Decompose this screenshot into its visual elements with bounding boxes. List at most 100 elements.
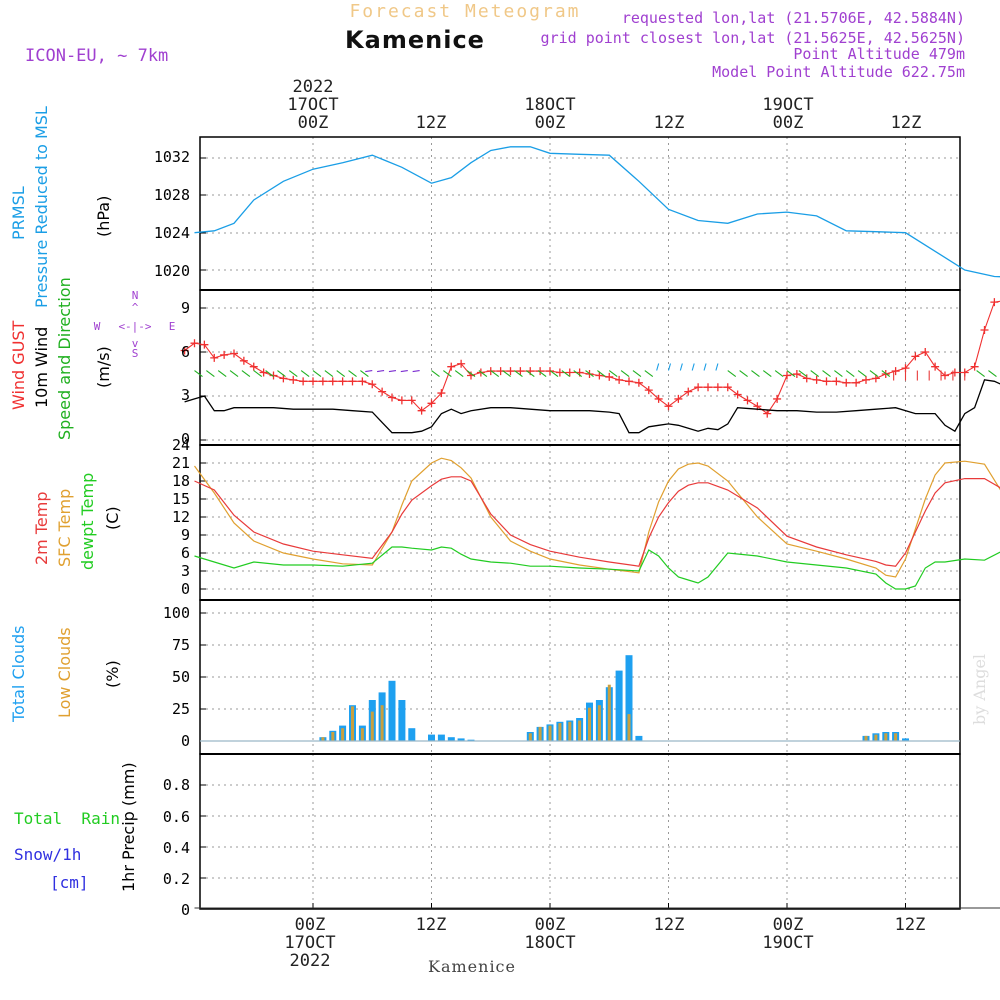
low-cloud-bar bbox=[558, 723, 562, 741]
wind-direction-arrow bbox=[194, 370, 203, 377]
low-cloud-bar bbox=[894, 733, 898, 741]
gust-marker bbox=[980, 326, 989, 334]
wind-direction-arrow bbox=[537, 370, 547, 377]
wind-direction-arrow bbox=[431, 370, 440, 377]
low-cloud-bar bbox=[874, 734, 878, 741]
gust-marker bbox=[704, 383, 712, 392]
precip-label-rain: Total Rain bbox=[14, 809, 120, 828]
grid-point-coords: grid point closest lon,lat (21.5625E, 42… bbox=[541, 29, 965, 47]
wind-direction-arrow bbox=[691, 363, 695, 371]
wind-direction-arrow bbox=[573, 370, 583, 377]
precip-tick-0.6: 0.6 bbox=[163, 808, 190, 826]
wind-tick-6: 6 bbox=[181, 343, 190, 361]
gust-marker bbox=[694, 383, 703, 392]
wind-direction-arrow bbox=[478, 370, 488, 377]
wind-direction-arrow bbox=[976, 370, 985, 377]
precip-tick-0.8: 0.8 bbox=[163, 776, 190, 794]
compass-cross-h: <-|-> bbox=[118, 320, 151, 333]
total-cloud-bar bbox=[467, 739, 475, 741]
total-cloud-bar bbox=[398, 700, 406, 741]
gust-marker bbox=[555, 368, 564, 377]
wind-direction-arrow bbox=[388, 369, 397, 373]
forecast-title: Forecast Meteogram bbox=[349, 1, 580, 22]
wind-direction-arrow bbox=[798, 370, 808, 377]
clouds-unit: (%) bbox=[103, 660, 122, 688]
wind-direction-arrow bbox=[253, 370, 263, 377]
wind-direction-arrow bbox=[620, 370, 630, 377]
gust-marker bbox=[950, 368, 959, 377]
gust-marker bbox=[437, 389, 446, 398]
low-cloud-bar bbox=[578, 720, 582, 741]
pressure-label-msl: Pressure Reduced to MSL bbox=[32, 106, 51, 308]
gust-marker bbox=[180, 346, 189, 355]
gust-marker bbox=[348, 377, 357, 386]
gust-marker bbox=[210, 353, 219, 362]
pressure-unit: (hPa) bbox=[94, 196, 113, 237]
watermark: by Angel bbox=[970, 654, 989, 725]
clouds-tick-0: 0 bbox=[181, 732, 190, 750]
gust-marker bbox=[289, 375, 298, 384]
top-time-12z-18: 12Z bbox=[654, 113, 685, 133]
compass-e: E bbox=[169, 320, 176, 333]
wind-direction-arrow bbox=[608, 370, 618, 377]
wind-direction-arrow bbox=[265, 370, 274, 377]
temp-tick-12: 12 bbox=[172, 508, 190, 526]
gust-marker bbox=[407, 396, 416, 405]
bottom-date-19oct: 19OCT bbox=[762, 933, 813, 953]
gust-marker bbox=[328, 377, 337, 386]
total-cloud-bar bbox=[437, 734, 445, 741]
top-time-12z-17: 12Z bbox=[416, 113, 447, 133]
temp-tick-21: 21 bbox=[172, 454, 190, 472]
wind-direction-arrow bbox=[786, 370, 796, 377]
total-cloud-bar bbox=[408, 728, 416, 741]
wind-direction-arrow bbox=[561, 370, 571, 377]
clouds-label-total: Total Clouds bbox=[9, 626, 28, 724]
wind-direction-arrow bbox=[632, 370, 642, 377]
gust-marker bbox=[417, 406, 426, 415]
gust-marker bbox=[516, 367, 525, 376]
gust-marker bbox=[921, 348, 930, 356]
temp-tick-15: 15 bbox=[172, 490, 190, 508]
wind-direction-arrow bbox=[241, 370, 251, 377]
wind-label-10m: 10m Wind bbox=[32, 327, 51, 408]
gust-marker bbox=[358, 377, 367, 386]
wind-compass: N S W E <-|-> ^ v bbox=[94, 289, 176, 360]
pressure-frame bbox=[199, 136, 961, 291]
gust-marker bbox=[743, 396, 752, 405]
wind-direction-arrow bbox=[703, 363, 707, 371]
pressure-tick-1028: 1028 bbox=[154, 186, 190, 204]
bottom-time-00z-18: 00Z bbox=[535, 915, 566, 935]
wind-direction-arrow bbox=[845, 370, 855, 377]
gust-marker bbox=[970, 362, 979, 371]
low-cloud-bar bbox=[568, 721, 572, 741]
wind-direction-arrow bbox=[881, 370, 891, 377]
model-label: ICON-EU, ~ 7km bbox=[25, 46, 168, 66]
gust-marker bbox=[654, 394, 663, 403]
point-altitude: Point Altitude 479m bbox=[793, 45, 965, 63]
gust-marker bbox=[723, 383, 732, 392]
gust-marker bbox=[565, 368, 574, 377]
gust-marker bbox=[792, 370, 801, 378]
requested-coords: requested lon,lat (21.5706E, 42.5884N) bbox=[622, 9, 965, 27]
gust-marker bbox=[595, 371, 604, 380]
wind-direction-arrow bbox=[514, 370, 523, 377]
wind-direction-arrow bbox=[454, 370, 464, 377]
bottom-time-12z-17: 12Z bbox=[416, 915, 447, 935]
sfc-temp-line bbox=[194, 457, 1000, 578]
wind-direction-arrow bbox=[466, 370, 476, 377]
footer-location: Kamenice bbox=[428, 957, 516, 976]
wind-direction-arrow bbox=[810, 370, 820, 377]
top-time-00z-17: 00Z bbox=[298, 113, 329, 133]
temp-2m-line bbox=[194, 476, 1000, 567]
pressure-tick-1032: 1032 bbox=[154, 148, 190, 166]
precip-tick-0.4: 0.4 bbox=[163, 839, 190, 857]
gust-marker bbox=[397, 396, 406, 405]
temp-tick-3: 3 bbox=[181, 562, 190, 580]
gust-marker bbox=[822, 377, 831, 386]
low-cloud-bar bbox=[351, 706, 354, 741]
bottom-date-18oct: 18OCT bbox=[524, 933, 575, 953]
gust-marker bbox=[239, 356, 248, 365]
wind-label-gust: Wind GUST bbox=[9, 320, 28, 410]
wind-direction-arrow bbox=[288, 370, 298, 377]
